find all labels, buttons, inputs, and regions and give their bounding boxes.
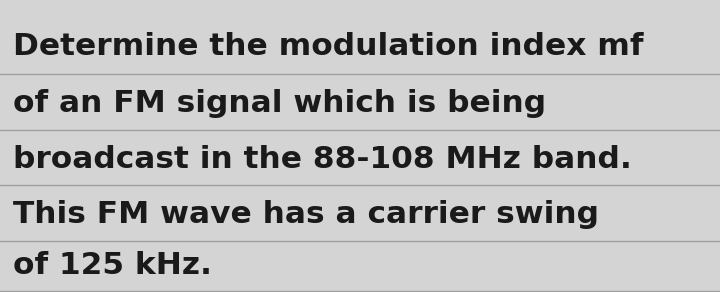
- Text: Determine the modulation index: Determine the modulation index: [13, 32, 597, 61]
- Text: Determine the modulation index mf: Determine the modulation index mf: [13, 32, 644, 61]
- Text: of 125 kHz.: of 125 kHz.: [13, 251, 212, 280]
- Text: of an FM signal which is being: of an FM signal which is being: [13, 89, 546, 118]
- Text: This FM wave has a carrier swing: This FM wave has a carrier swing: [13, 200, 599, 229]
- Text: mf: mf: [0, 277, 46, 292]
- Text: broadcast in the 88-108 MHz band.: broadcast in the 88-108 MHz band.: [13, 145, 632, 174]
